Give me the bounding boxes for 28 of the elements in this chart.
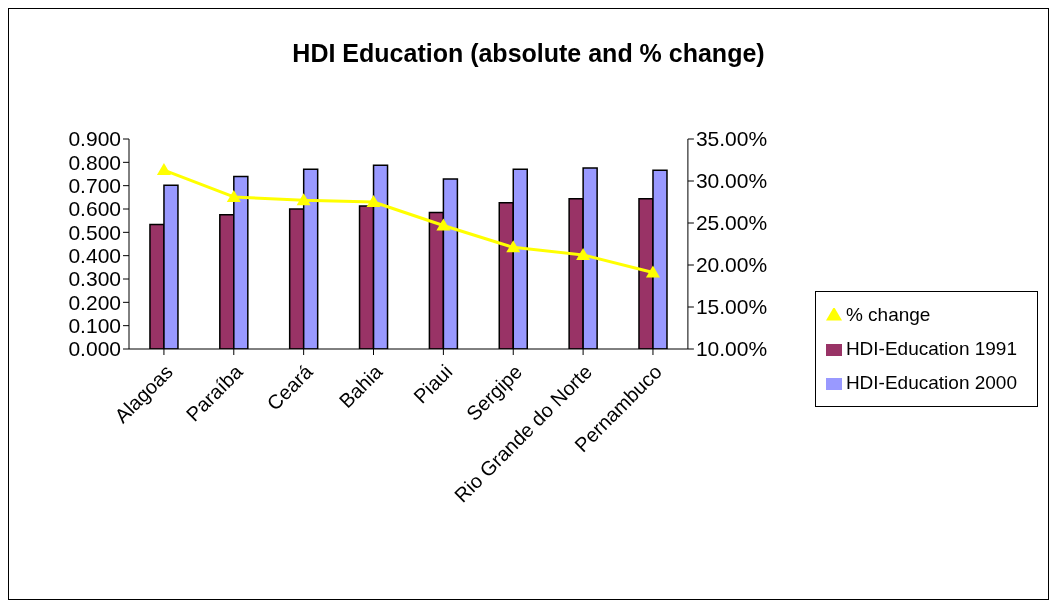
- y-tick-label: 0.400: [68, 244, 121, 268]
- y2-tick-label: 30.00%: [695, 169, 768, 193]
- y-tick-label: 0.800: [68, 150, 121, 174]
- point: [366, 195, 381, 207]
- chart-title: HDI Education (absolute and % change): [291, 38, 766, 69]
- y-tick-label: 0.000: [68, 337, 121, 361]
- point: [576, 247, 591, 260]
- point: [506, 240, 521, 253]
- y2-tick-label: 35.00%: [695, 127, 768, 151]
- point: [645, 265, 660, 278]
- legend-label: HDI-Education 1991: [845, 338, 1017, 359]
- y-tick-label: 0.900: [68, 127, 121, 151]
- y-tick-label: 0.100: [68, 314, 121, 338]
- y-tick-label: 0.700: [68, 174, 121, 198]
- y-tick-label: 0.600: [68, 197, 121, 221]
- point: [156, 163, 171, 176]
- y-tick-label: 0.500: [68, 220, 121, 244]
- legend-label: HDI-Education 2000: [845, 372, 1017, 393]
- point: [226, 189, 241, 202]
- y2-tick-label: 10.00%: [695, 337, 768, 361]
- y2-tick-label: 15.00%: [695, 295, 768, 319]
- point: [296, 193, 311, 206]
- y2-tick-label: 20.00%: [695, 253, 768, 277]
- y-tick-label: 0.300: [68, 267, 121, 291]
- y2-tick-label: 25.00%: [695, 211, 768, 235]
- y-tick-label: 0.200: [68, 290, 121, 314]
- point: [436, 218, 451, 231]
- legend-label: % change: [845, 304, 931, 325]
